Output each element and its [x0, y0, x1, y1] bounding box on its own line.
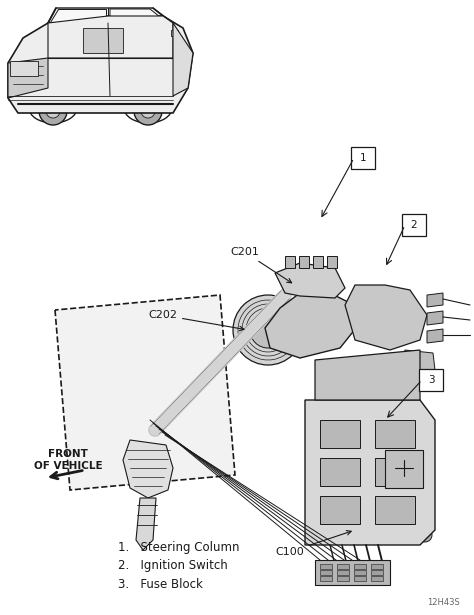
- Polygon shape: [427, 329, 443, 343]
- Polygon shape: [173, 23, 193, 96]
- Bar: [320, 576, 332, 581]
- FancyBboxPatch shape: [419, 369, 443, 391]
- Bar: [320, 458, 360, 486]
- Polygon shape: [305, 400, 435, 545]
- Text: C202: C202: [148, 310, 244, 331]
- Bar: [354, 576, 366, 581]
- Circle shape: [414, 369, 426, 381]
- Polygon shape: [50, 9, 106, 22]
- Bar: [371, 564, 383, 569]
- Circle shape: [250, 312, 286, 348]
- Text: 1.   Steering Column: 1. Steering Column: [118, 541, 239, 555]
- Polygon shape: [171, 30, 178, 36]
- Bar: [337, 564, 349, 569]
- Bar: [354, 570, 366, 575]
- Polygon shape: [275, 263, 345, 298]
- Polygon shape: [400, 350, 435, 380]
- Bar: [285, 256, 295, 268]
- Polygon shape: [8, 16, 193, 113]
- Polygon shape: [48, 16, 173, 58]
- Polygon shape: [123, 440, 173, 498]
- Bar: [371, 570, 383, 575]
- Bar: [327, 256, 337, 268]
- Circle shape: [134, 97, 162, 125]
- Circle shape: [141, 104, 155, 118]
- Bar: [320, 564, 332, 569]
- Circle shape: [39, 97, 67, 125]
- FancyBboxPatch shape: [402, 214, 426, 236]
- Text: 12H43S: 12H43S: [427, 598, 460, 607]
- Text: C100: C100: [275, 531, 351, 557]
- Polygon shape: [8, 58, 48, 98]
- Polygon shape: [55, 295, 235, 490]
- Bar: [337, 570, 349, 575]
- Bar: [83, 28, 123, 53]
- Bar: [385, 450, 423, 488]
- Bar: [337, 576, 349, 581]
- Bar: [375, 458, 415, 486]
- Text: 2: 2: [410, 220, 417, 230]
- Bar: [299, 256, 309, 268]
- Polygon shape: [265, 293, 360, 358]
- Circle shape: [46, 104, 60, 118]
- Polygon shape: [315, 350, 420, 400]
- Bar: [320, 420, 360, 448]
- FancyBboxPatch shape: [351, 147, 375, 169]
- Text: 3.   Fuse Block: 3. Fuse Block: [118, 577, 203, 590]
- Bar: [320, 570, 332, 575]
- Circle shape: [418, 528, 432, 542]
- Polygon shape: [48, 8, 173, 23]
- Polygon shape: [315, 560, 390, 585]
- Polygon shape: [427, 293, 443, 307]
- Bar: [354, 564, 366, 569]
- Polygon shape: [345, 285, 427, 350]
- Polygon shape: [163, 18, 171, 30]
- Bar: [320, 496, 360, 524]
- Bar: [375, 420, 415, 448]
- Circle shape: [233, 295, 303, 365]
- Polygon shape: [110, 9, 160, 17]
- Bar: [313, 256, 323, 268]
- Bar: [371, 576, 383, 581]
- Polygon shape: [427, 311, 443, 325]
- Bar: [375, 496, 415, 524]
- Text: FRONT
OF VEHICLE: FRONT OF VEHICLE: [34, 449, 102, 471]
- Text: 3: 3: [428, 375, 434, 385]
- Polygon shape: [136, 498, 156, 550]
- Text: C201: C201: [230, 247, 292, 283]
- Bar: [10, 61, 38, 76]
- Text: 1: 1: [360, 153, 366, 163]
- Text: 2.   Ignition Switch: 2. Ignition Switch: [118, 560, 228, 573]
